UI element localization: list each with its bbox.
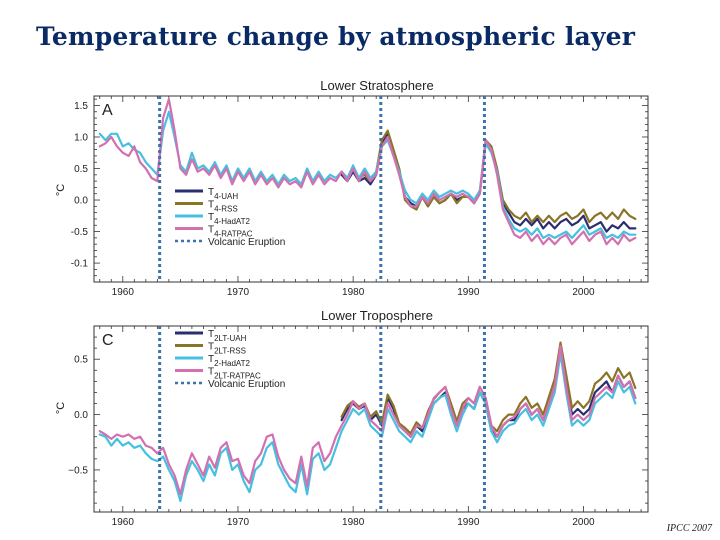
legend-label: Volcanic Eruption <box>208 379 285 390</box>
plot-frame <box>93 325 649 513</box>
panel-letter: C <box>102 332 114 349</box>
panel-letter: A <box>102 102 113 119</box>
y-tick-label: 1.0 <box>74 132 88 143</box>
y-tick-label: 0.5 <box>74 355 88 366</box>
y-tick-label: -0.1 <box>71 259 89 270</box>
chart-title: Lower Troposphere <box>321 308 433 323</box>
x-tick-label: 1970 <box>227 517 250 528</box>
x-tick-label: 1960 <box>112 287 135 298</box>
y-tick-label: -0.5 <box>71 227 89 238</box>
y-tick-label: 0.5 <box>74 164 88 175</box>
series-group <box>98 341 637 502</box>
x-tick-label: 1990 <box>457 517 480 528</box>
legend-label: T2LT-UAH <box>208 329 247 343</box>
series-line-T4-HadAT2 <box>98 110 637 239</box>
y-tick-label: 0.0 <box>74 410 88 421</box>
y-tick-label: 0.0 <box>74 196 88 207</box>
x-tick-label: 1980 <box>342 287 365 298</box>
series-line-T2-HadAT2 <box>98 352 637 502</box>
source-credit: IPCC 2007 <box>666 523 712 534</box>
slide-title: Temperature change by atmospheric layer <box>36 22 636 51</box>
lower-troposphere-chart: Lower Troposphere 1960 1970 1980 1990 2000 0.5… <box>55 308 649 528</box>
x-tick-label: 1970 <box>227 287 250 298</box>
chart-title: Lower Stratosphere <box>320 78 433 93</box>
y-tick-label: −0.5 <box>68 465 88 476</box>
x-tick-label: 2000 <box>572 287 595 298</box>
x-tick-label: 1960 <box>112 517 135 528</box>
x-tick-label: 2000 <box>572 517 595 528</box>
y-axis-label: °C <box>55 402 67 414</box>
y-tick-label: 1.5 <box>74 101 88 112</box>
plot-frame <box>93 95 649 283</box>
series-group <box>98 98 637 246</box>
y-axis-label: °C <box>55 184 67 196</box>
x-tick-label: 1980 <box>342 517 365 528</box>
x-tick-label: 1990 <box>457 287 480 298</box>
legend-label: T2-HadAT2 <box>208 354 251 368</box>
legend-label: T4-HadAT2 <box>208 212 251 226</box>
legend-label: Volcanic Eruption <box>208 237 285 248</box>
legend-label: T4-RSS <box>208 200 238 214</box>
legend-label: T4-RATPAC <box>208 225 253 239</box>
legend-label: T2LT-RSS <box>208 342 246 356</box>
legend-label: T2LT-RATPAC <box>208 367 261 381</box>
series-line-T2LT-RATPAC <box>98 344 637 496</box>
legend-label: T4-UAH <box>208 187 238 201</box>
series-line-T4-RATPAC <box>98 98 637 246</box>
lower-stratosphere-chart: Lower Stratosphere 1960 1970 1980 1990 2000 1.… <box>55 78 649 298</box>
